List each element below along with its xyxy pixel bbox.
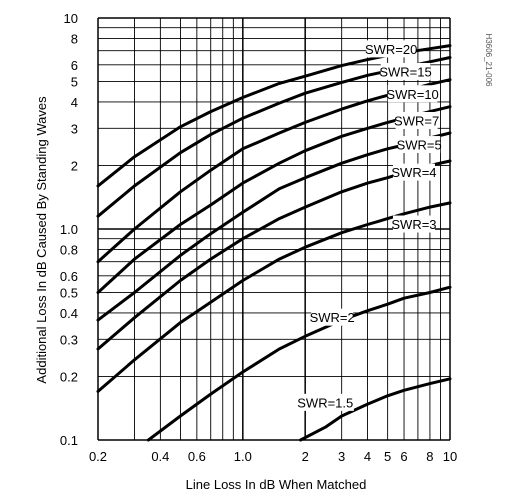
x-tick-label: 5 — [384, 449, 391, 464]
y-axis-ticks: 0.1 0.2 0.3 0.4 0.5 0.6 0.8 1.0 2 3 4 5 6 8 10 — [60, 11, 78, 448]
series-label: SWR=15 — [379, 64, 431, 79]
series-line — [299, 377, 452, 442]
series-line — [96, 159, 452, 351]
y-tick-label: 0.5 — [60, 286, 78, 301]
y-tick-label: 0.1 — [60, 433, 78, 448]
y-tick-label: 0.8 — [60, 242, 78, 257]
x-tick-label: 8 — [426, 449, 433, 464]
y-tick-label: 1.0 — [60, 222, 78, 237]
series-label: SWR=5 — [397, 138, 442, 153]
series-label: SWR=2 — [310, 310, 355, 325]
series-label-bg — [392, 215, 435, 233]
x-tick-label: 1.0 — [234, 449, 252, 464]
y-tick-label: 0.4 — [60, 306, 78, 321]
series-label-bg — [380, 62, 431, 80]
figure-id: H3606_21-006 — [484, 34, 493, 87]
x-tick-label: 10 — [443, 449, 457, 464]
series-labels: SWR=20 SWR=15 SWR=10 SWR=7 SWR=5 SWR=4 SWR=3 SW… — [296, 40, 442, 411]
x-tick-label: 0.4 — [151, 449, 169, 464]
x-tick-label: 3 — [338, 449, 345, 464]
series-curves — [96, 44, 452, 442]
y-tick-label: 2 — [71, 158, 78, 173]
series-label: SWR=10 — [386, 87, 438, 102]
series-label-bg — [311, 308, 354, 326]
series-label: SWR=7 — [394, 113, 439, 128]
y-tick-label: 3 — [71, 121, 78, 136]
x-tick-label: 2 — [302, 449, 309, 464]
series-label-bg — [395, 111, 438, 129]
x-tick-label: 0.2 — [89, 449, 107, 464]
series-label-bg — [366, 40, 416, 58]
y-tick-label: 6 — [71, 58, 78, 73]
y-tick-label: 0.2 — [60, 369, 78, 384]
series-line — [96, 201, 452, 393]
x-tick-label: 0.6 — [188, 449, 206, 464]
series-label: SWR=20 — [365, 42, 417, 57]
y-tick-label: 5 — [71, 75, 78, 90]
x-axis-title: Line Loss In dB When Matched — [186, 477, 367, 492]
series-label: SWR=3 — [391, 217, 436, 232]
x-tick-label: 4 — [364, 449, 371, 464]
series-label-bg — [387, 85, 438, 103]
y-tick-label: 4 — [71, 95, 78, 110]
y-tick-label: 10 — [64, 11, 78, 26]
y-tick-label: 8 — [71, 31, 78, 46]
series-label: SWR=4 — [391, 165, 436, 180]
y-tick-label: 0.3 — [60, 332, 78, 347]
y-axis-title: Additional Loss In dB Caused By Standing… — [34, 96, 49, 384]
series-label-bg — [398, 136, 441, 154]
series-line — [146, 285, 452, 442]
series-label-bg — [296, 393, 354, 411]
x-axis-ticks: 0.2 0.4 0.6 1.0 2 3 4 5 6 8 10 — [89, 449, 457, 464]
series-label: SWR=1.5 — [297, 395, 353, 410]
y-tick-label: 0.6 — [60, 269, 78, 284]
series-label-bg — [392, 163, 435, 181]
x-tick-label: 6 — [400, 449, 407, 464]
